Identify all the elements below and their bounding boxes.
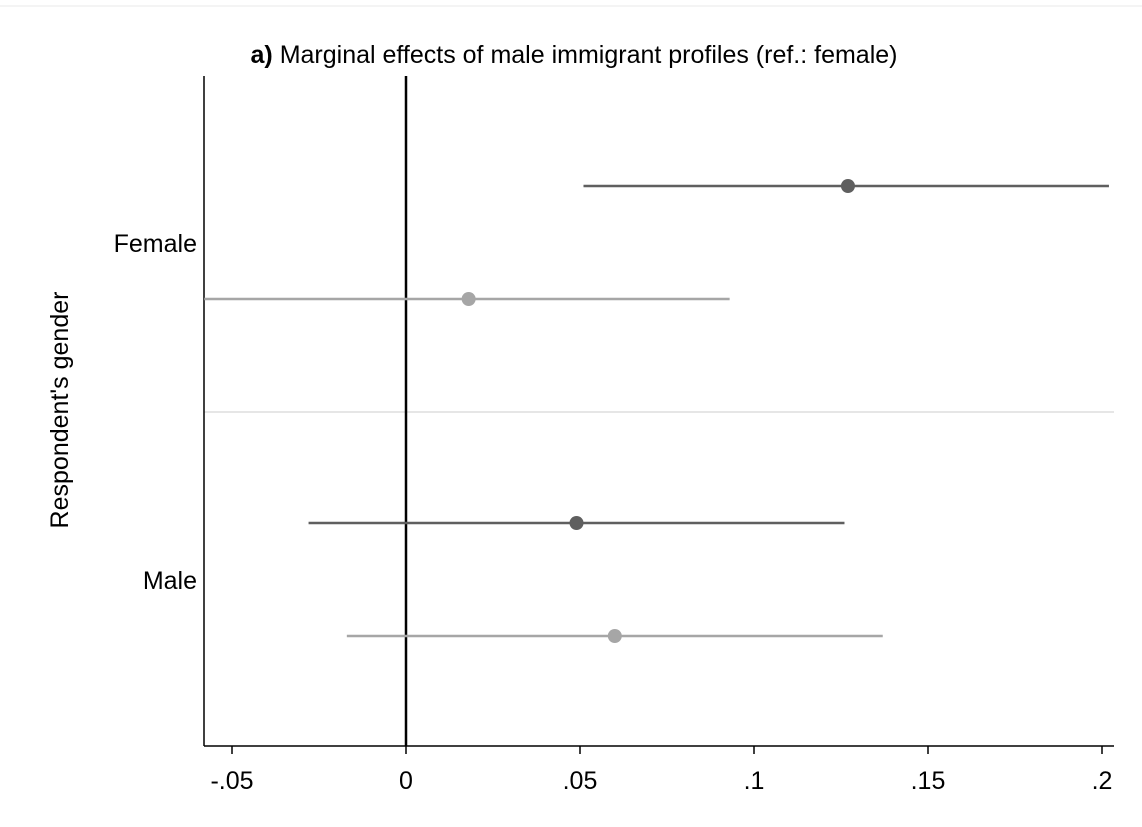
point-estimate-marker <box>461 292 476 306</box>
point-estimate-marker <box>607 629 622 643</box>
plot-area: -.05 0 .05 .1 .15 .2 Female Male <box>114 76 1114 795</box>
y-group-label: Male <box>143 567 197 595</box>
point-estimate-marker <box>569 516 584 530</box>
x-tick-label: .2 <box>1092 767 1113 795</box>
x-tick-label: 0 <box>399 767 413 795</box>
x-tick-label: .05 <box>563 767 598 795</box>
x-tick-label: .1 <box>744 767 765 795</box>
x-tick-label: .15 <box>911 767 946 795</box>
chart-title: a) Marginal effects of male immigrant pr… <box>251 41 898 69</box>
chart-title-text: Marginal effects of male immigrant profi… <box>280 41 898 69</box>
point-estimate-marker <box>840 179 855 193</box>
x-tick-label: -.05 <box>210 767 253 795</box>
chart-title-prefix: a) <box>251 41 273 69</box>
y-axis-label: Respondent's gender <box>46 292 74 529</box>
y-group-label: Female <box>114 230 197 258</box>
